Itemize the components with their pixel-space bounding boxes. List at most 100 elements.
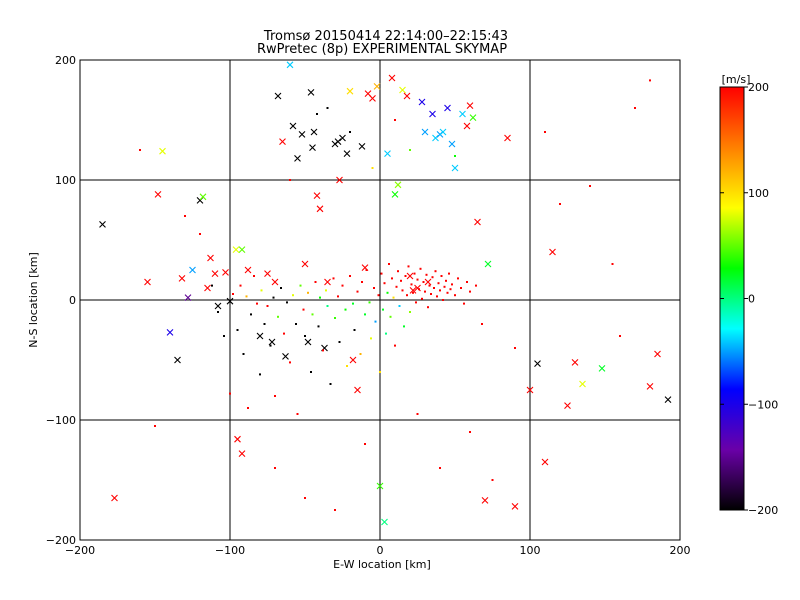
data-point-x (310, 128, 318, 136)
data-point-dot (380, 272, 383, 275)
data-point-x (541, 458, 549, 466)
data-point-dot (443, 285, 446, 288)
data-point-dot (419, 267, 422, 270)
data-point-dot (619, 335, 621, 337)
y-tick-label: −100 (46, 414, 76, 427)
data-point-dot (439, 467, 441, 469)
data-point-x (444, 104, 451, 112)
data-point-dot (364, 313, 366, 316)
data-point-dot (611, 263, 614, 265)
x-tick-label: 100 (520, 544, 541, 557)
data-point-x (144, 278, 151, 286)
y-tick-label: 100 (55, 174, 76, 187)
data-point-dot (416, 413, 419, 415)
data-point-dot (277, 315, 279, 318)
data-point-dot (292, 294, 294, 297)
data-point-x (178, 275, 186, 282)
data-point-dot (409, 311, 411, 313)
data-point-dot (382, 308, 384, 311)
data-point-dot (349, 275, 351, 277)
data-point-dot (460, 287, 462, 289)
data-point-x (274, 92, 282, 100)
data-point-dot (416, 278, 419, 281)
data-point-dot (433, 287, 435, 289)
data-point-x (432, 134, 439, 142)
data-point-dot (247, 407, 249, 409)
colorbar-tick-label: 200 (748, 81, 769, 94)
data-point-dot (392, 296, 395, 299)
data-point-dot (229, 392, 231, 395)
data-point-x (474, 218, 481, 226)
data-point-dot (295, 323, 297, 325)
y-tick-label: 0 (69, 294, 76, 307)
data-point-dot (334, 317, 336, 319)
colorbar-label: [m/s] (722, 73, 751, 86)
data-point-dot (451, 283, 453, 286)
data-point-x (99, 221, 106, 228)
data-point-x (369, 95, 376, 102)
data-point-dot (409, 149, 411, 151)
data-point-dot (374, 320, 377, 323)
data-point-dot (463, 302, 465, 305)
data-point-x (301, 260, 309, 268)
data-point-dot (397, 270, 399, 273)
data-point-dot (404, 275, 407, 277)
x-tick-label: −200 (65, 544, 95, 557)
data-point-dot (421, 297, 423, 300)
data-point-x (579, 380, 586, 388)
data-point-dot (317, 325, 320, 328)
data-point-x (598, 365, 606, 372)
data-point-x (189, 266, 196, 274)
data-point-dot (649, 79, 651, 82)
y-tick-label: 200 (55, 54, 76, 67)
data-point-x (256, 332, 264, 340)
data-point-x (406, 272, 414, 280)
data-point-dot (337, 295, 339, 298)
data-point-x (421, 128, 429, 136)
data-point-dot (307, 291, 309, 294)
data-point-x (334, 138, 342, 145)
data-point-dot (269, 344, 272, 347)
data-point-dot (437, 282, 440, 285)
data-point-dot (413, 272, 416, 275)
data-point-x (399, 86, 406, 94)
data-point-x (511, 503, 519, 510)
data-point-dot (199, 233, 201, 235)
x-axis-label: E-W location [km] (333, 558, 431, 571)
data-point-dot (448, 272, 450, 275)
data-point-dot (415, 301, 417, 304)
data-point-dot (394, 344, 396, 347)
data-point-x (214, 302, 222, 310)
data-point-dot (154, 425, 156, 427)
data-point-x (159, 147, 166, 155)
data-point-x (459, 110, 466, 118)
data-point-dot (325, 289, 327, 292)
data-point-x (394, 181, 402, 189)
data-point-x (199, 193, 207, 201)
data-point-x (282, 353, 289, 360)
colorbar-tick-label: 100 (748, 187, 769, 200)
data-point-x (294, 155, 301, 162)
data-point-dot (280, 287, 282, 289)
data-point-dot (232, 293, 234, 295)
data-point-x (279, 138, 286, 145)
data-point-x (388, 74, 396, 82)
data-point-x (403, 92, 411, 100)
data-point-x (463, 122, 471, 130)
data-point-dot (434, 270, 437, 273)
data-point-dot (481, 323, 483, 325)
data-point-x (466, 102, 474, 109)
data-point-dot (398, 305, 401, 307)
data-point-x (313, 192, 321, 199)
data-point-x (316, 205, 324, 213)
data-point-x (307, 89, 315, 96)
colorbar-ticks: −200 −100 0 100 200 (720, 81, 778, 517)
data-point-x (166, 329, 174, 336)
colorbar-tick-label: −100 (748, 398, 778, 411)
data-point-dot (379, 371, 381, 373)
data-point-dot (406, 294, 408, 297)
data-point-dot (436, 295, 438, 298)
data-point-dot (365, 269, 368, 271)
data-point-dot (329, 383, 332, 385)
data-point-dot (449, 288, 452, 291)
